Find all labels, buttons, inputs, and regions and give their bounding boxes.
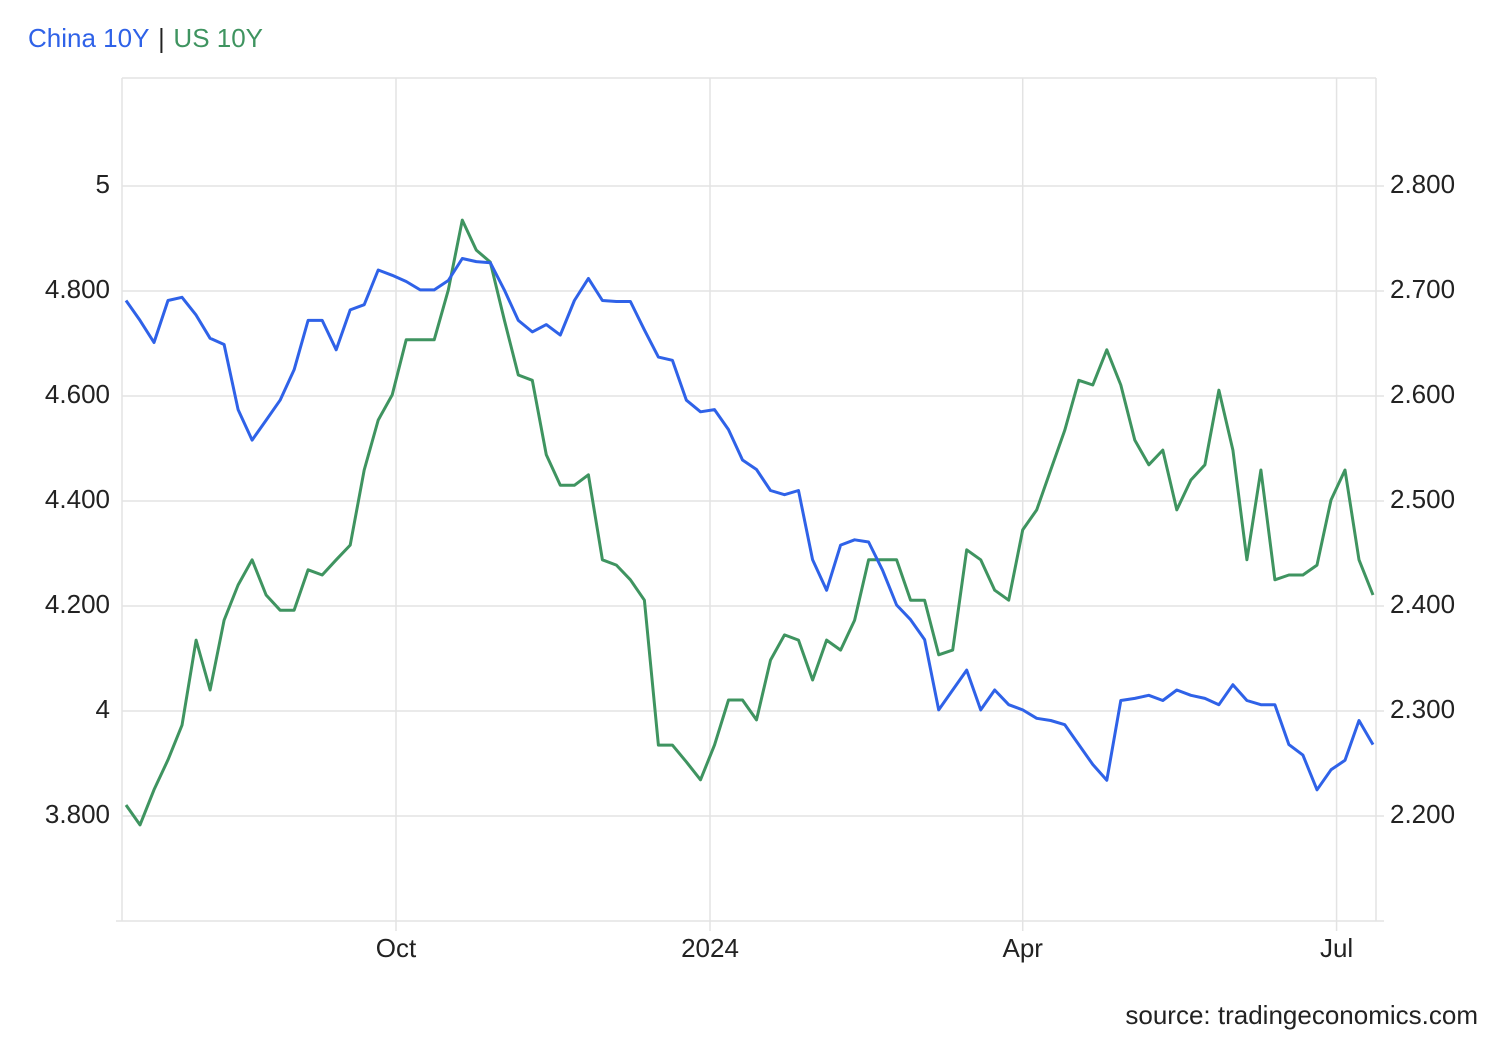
source: source: tradingeconomics.com	[1125, 1000, 1478, 1030]
y-tick-label: 4.800	[45, 274, 110, 304]
x-tick-label: Oct	[376, 933, 417, 963]
y-tick-label: 4.600	[45, 379, 110, 409]
y-tick-label: 4	[96, 694, 110, 724]
y-tick-label: 5	[96, 169, 110, 199]
y2-tick-label: 2.300	[1390, 694, 1455, 724]
series-line	[124, 257, 1375, 792]
y2-tick-label: 2.200	[1390, 799, 1455, 829]
y2-tick-label: 2.700	[1390, 274, 1455, 304]
x-tick-label: Jul	[1320, 933, 1353, 963]
y2-tick-label: 2.800	[1390, 169, 1455, 199]
y-tick-label: 4.200	[45, 589, 110, 619]
x-tick-label: Apr	[1002, 933, 1043, 963]
legend-entry: US 10Y	[173, 23, 263, 53]
y-tick-label: 4.400	[45, 484, 110, 514]
x-tick-label: 2024	[681, 933, 739, 963]
y2-tick-label: 2.400	[1390, 589, 1455, 619]
series-line	[124, 218, 1375, 827]
legend-entry: China 10Y	[28, 23, 149, 53]
y2-tick-label: 2.500	[1390, 484, 1455, 514]
y-tick-label: 3.800	[45, 799, 110, 829]
y2-tick-label: 2.600	[1390, 379, 1455, 409]
